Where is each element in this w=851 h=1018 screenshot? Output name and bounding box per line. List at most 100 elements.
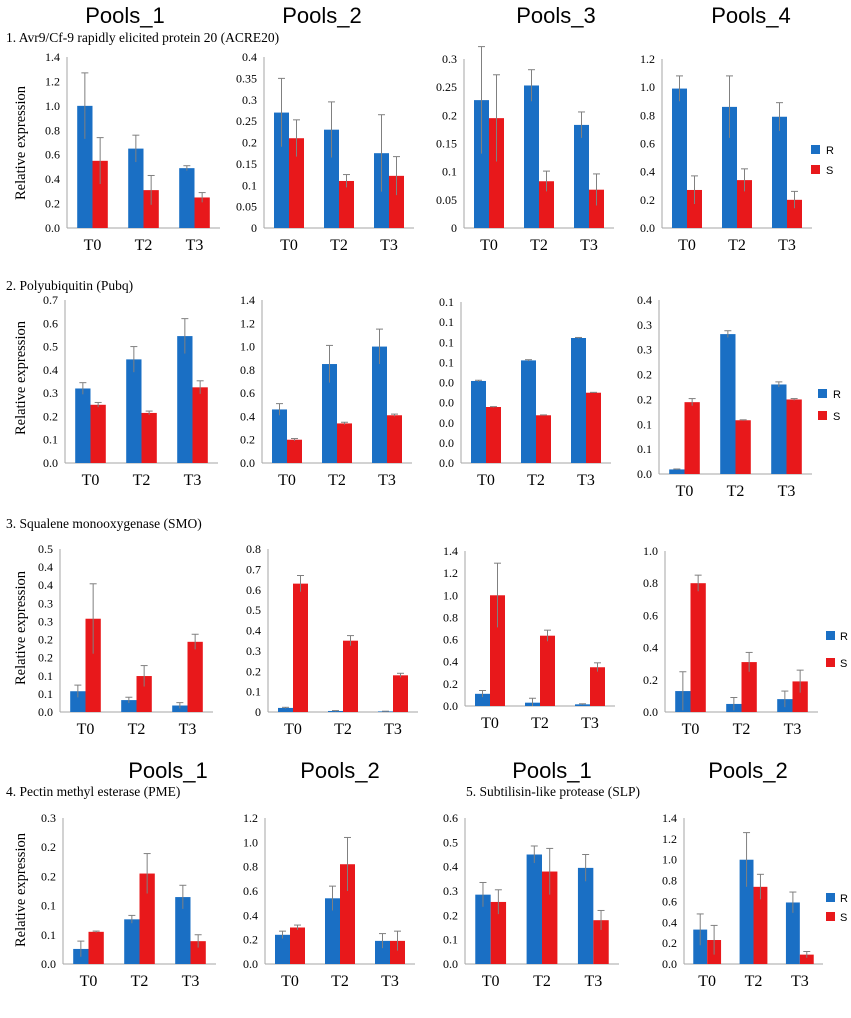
- y-tick-label: 0.0: [439, 416, 454, 430]
- y-tick-label: 0.3: [38, 596, 53, 610]
- bar-r-t0: [70, 691, 86, 712]
- bar-r-t0: [672, 88, 687, 228]
- bar-r-t3: [375, 940, 390, 964]
- y-tick-label: 0.2: [662, 936, 677, 950]
- y-tick-label: 0.4: [246, 624, 261, 638]
- legend-swatch-s: [826, 912, 835, 921]
- x-tick-label: T3: [784, 721, 802, 738]
- x-tick-label: T3: [186, 237, 204, 254]
- bar-r-t3: [574, 124, 589, 228]
- x-tick-label: T2: [334, 721, 352, 738]
- y-tick-label: 0.1: [41, 928, 56, 942]
- legend-swatch-r: [811, 145, 820, 154]
- chart-c3_3: 0.0 0.2 0.4 0.6 0.8 1.0 1.2 1.4 T0 T2 T3: [443, 544, 615, 732]
- bar-r-t2: [325, 898, 340, 964]
- bar-r-t2: [328, 710, 343, 712]
- y-tick-label: 0.6: [240, 386, 255, 400]
- y-tick-label: 1.2: [243, 811, 258, 825]
- x-tick-label: T0: [82, 472, 100, 489]
- y-tick-label: 0.8: [443, 610, 458, 624]
- y-tick-label: 0.1: [246, 685, 261, 699]
- y-tick-label: 0.8: [640, 108, 655, 122]
- bar-r-t2: [720, 334, 736, 474]
- bar-s-t2: [339, 180, 354, 228]
- y-tick-label: 0.0: [41, 957, 56, 971]
- y-tick-label: 0.1: [443, 933, 458, 947]
- bar-r-t0: [274, 112, 289, 228]
- x-tick-label: T3: [778, 237, 796, 254]
- y-tick-label: 0.5: [43, 340, 58, 354]
- legend-swatch-r: [826, 631, 835, 640]
- bar-s-t0: [85, 618, 101, 712]
- y-tick-label: 0.1: [439, 355, 454, 369]
- y-tick-label: 0.2: [243, 933, 258, 947]
- y-tick-label: 0.6: [246, 583, 261, 597]
- y-tick-label: 0.6: [243, 884, 258, 898]
- bar-s-t2: [340, 864, 355, 964]
- y-tick-label: 0.8: [643, 576, 658, 590]
- bar-s-t3: [792, 681, 808, 712]
- y-tick-label: 0.2: [442, 108, 457, 122]
- bar-s-t3: [390, 940, 405, 964]
- bar-r-t2: [126, 359, 142, 463]
- chart-c1_2: 0 0.05 0.1 0.15 0.2 0.25 0.3 0.35 0.4 T0 T2 T3: [236, 50, 414, 254]
- bar-r-t2: [322, 364, 337, 463]
- chart-c2_1: 0.0 0.1 0.2 0.3 0.4 0.5 0.6 0.7 T0 T2 T3: [43, 293, 218, 489]
- chart-c5_2: 0.0 0.2 0.4 0.6 0.8 1.0 1.2 1.4 T0 T2 T3: [662, 811, 823, 990]
- y-tick-label: 1.0: [45, 99, 60, 113]
- y-tick-label: 1.2: [443, 566, 458, 580]
- bar-s-t3: [786, 399, 802, 474]
- y-tick-label: 0.4: [443, 655, 458, 669]
- x-tick-label: T3: [182, 973, 200, 990]
- y-tick-label: 0.3: [41, 811, 56, 825]
- bar-s-t0: [287, 439, 302, 463]
- bar-r-t3: [772, 116, 787, 228]
- chart-c1_4: 0.0 0.2 0.4 0.6 0.8 1.0 1.2 T0 T2 T3: [640, 52, 812, 254]
- y-tick-label: 1.0: [243, 835, 258, 849]
- bar-s-t0: [687, 189, 702, 228]
- y-tick-label: 0.2: [41, 869, 56, 883]
- y-tick-label: 0.6: [43, 316, 58, 330]
- y-tick-label: 0.1: [43, 433, 58, 447]
- bar-s-t2: [540, 635, 555, 706]
- bar-s-t0: [490, 901, 507, 964]
- bar-s-t3: [589, 189, 604, 228]
- bar-s-t2: [136, 676, 152, 712]
- y-tick-label: 0.8: [45, 123, 60, 137]
- bar-s-t3: [190, 941, 206, 964]
- x-tick-label: T3: [381, 973, 399, 990]
- y-tick-label: 0.0: [637, 467, 652, 481]
- y-tick-label: 0.4: [242, 50, 257, 64]
- y-axis-label: Relative expression: [13, 832, 29, 947]
- x-tick-label: T2: [131, 973, 149, 990]
- y-tick-label: 0.2: [637, 368, 652, 382]
- bar-r-t3: [785, 902, 800, 964]
- bar-r-t0: [474, 100, 489, 228]
- bar-s-t3: [187, 641, 203, 712]
- y-tick-label: 0.0: [38, 705, 53, 719]
- x-tick-label: T0: [480, 237, 498, 254]
- x-tick-label: T3: [580, 237, 598, 254]
- y-tick-label: 0.0: [439, 396, 454, 410]
- y-tick-label: 1.0: [640, 80, 655, 94]
- y-tick-label: 0.3: [442, 52, 457, 66]
- x-tick-label: T2: [331, 973, 349, 990]
- y-tick-label: 0.35: [236, 71, 257, 85]
- bar-s-t0: [690, 583, 706, 712]
- pool-title: Pools_2: [708, 758, 788, 783]
- bar-s-t3: [799, 954, 814, 964]
- bar-s-t3: [787, 199, 802, 228]
- section-title: 5. Subtilisin-like protease (SLP): [466, 784, 640, 799]
- bar-s-t3: [389, 175, 404, 228]
- y-tick-label: 0.2: [246, 664, 261, 678]
- bar-s-t3: [393, 675, 408, 712]
- y-tick-label: 0: [255, 705, 261, 719]
- y-tick-label: 0.4: [640, 165, 655, 179]
- x-tick-label: T3: [378, 472, 396, 489]
- y-tick-label: 0.3: [637, 318, 652, 332]
- y-tick-label: 0.4: [243, 908, 258, 922]
- bar-s-t0: [486, 407, 501, 463]
- y-tick-label: 0.8: [246, 542, 261, 556]
- y-tick-label: 0.0: [443, 699, 458, 713]
- x-tick-label: T0: [80, 973, 98, 990]
